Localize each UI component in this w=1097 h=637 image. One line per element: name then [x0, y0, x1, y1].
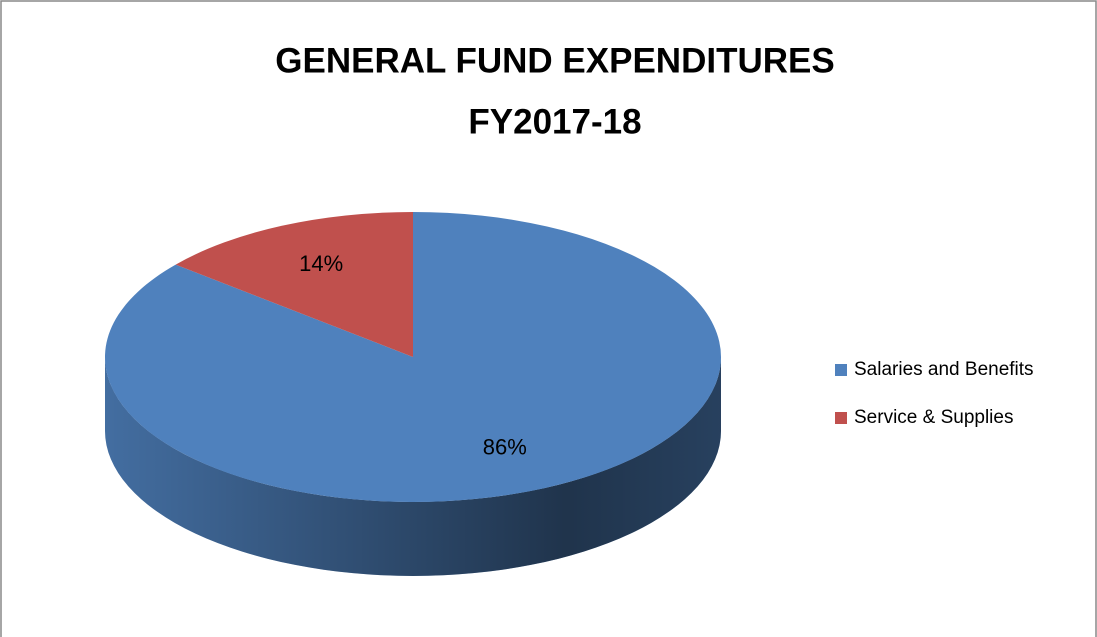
chart-title: FY2017-18 — [468, 102, 641, 141]
legend-label: Salaries and Benefits — [854, 359, 1034, 380]
legend-label: Service & Supplies — [854, 407, 1013, 428]
legend-swatch — [835, 412, 847, 424]
legend-swatch — [835, 364, 847, 376]
pie-slice — [175, 212, 413, 357]
data-label: 86% — [483, 435, 527, 460]
pie-side-shade — [105, 357, 721, 576]
data-label: 14% — [299, 251, 343, 276]
chart-title: GENERAL FUND EXPENDITURES — [275, 41, 834, 80]
pie-slice — [104, 212, 722, 503]
